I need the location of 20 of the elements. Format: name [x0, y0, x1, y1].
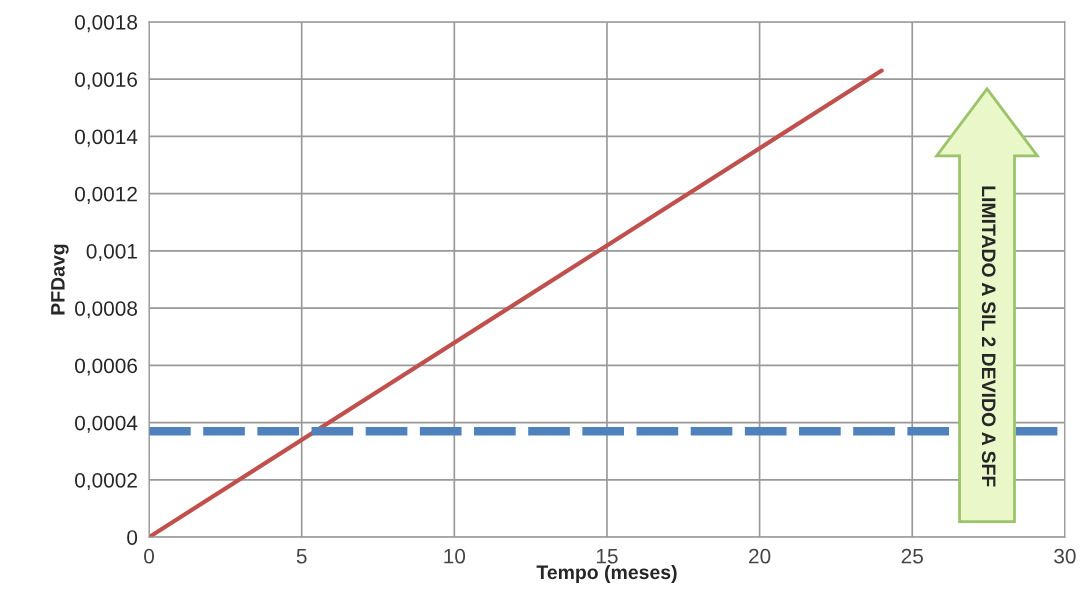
y-tick-label: 0,0014	[75, 129, 138, 147]
y-tick-label: 0	[127, 530, 138, 545]
x-tick-label: 25	[901, 548, 923, 564]
x-tick-label: 30	[1054, 548, 1076, 564]
x-axis-title: Tempo (meses)	[536, 564, 677, 584]
y-tick-label: 0,001	[86, 243, 137, 262]
x-tick-label: 20	[749, 548, 771, 564]
y-tick-label: 0,0012	[75, 186, 137, 204]
y-tick-label: 0,0016	[75, 72, 138, 90]
y-tick-label: 0,0004	[75, 415, 138, 433]
y-tick-label: 0,0002	[75, 472, 137, 491]
x-tick-label: 5	[296, 549, 307, 564]
x-tick-label: 15	[596, 549, 618, 564]
y-tick-label: 0,0018	[75, 14, 138, 33]
y-tick-label: 0,0006	[75, 358, 138, 376]
y-axis-title: PFDavg	[51, 244, 69, 315]
y-tick-label: 0,0008	[75, 301, 138, 319]
x-tick-label: 10	[444, 548, 466, 564]
annotation: LIMITADO A SIL 2 DEVIDO A SFF	[981, 186, 996, 487]
x-tick-label: 0	[144, 548, 155, 564]
